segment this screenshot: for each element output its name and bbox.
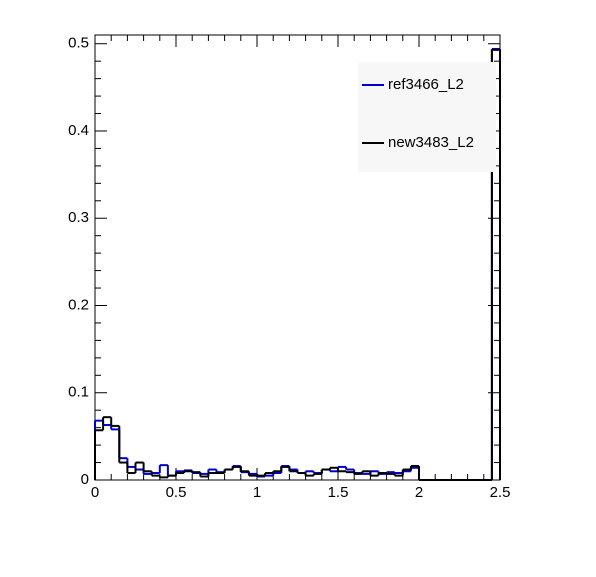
legend-label: ref3466_L2 [388,76,464,93]
x-tick-label: 1 [253,484,261,501]
legend-box [358,62,496,172]
x-tick-label: 2 [415,484,423,501]
legend-label: new3483_L2 [388,134,474,151]
y-tick-label: 0 [81,471,89,488]
y-tick-label: 0.2 [68,296,89,313]
x-tick-label: 0.5 [166,484,187,501]
y-tick-label: 0.1 [68,384,89,401]
x-tick-label: 1.5 [328,484,349,501]
x-tick-label: 2.5 [490,484,511,501]
y-tick-label: 0.5 [68,35,89,52]
x-tick-label: 0 [91,484,99,501]
y-tick-label: 0.3 [68,209,89,226]
y-tick-label: 0.4 [68,122,89,139]
